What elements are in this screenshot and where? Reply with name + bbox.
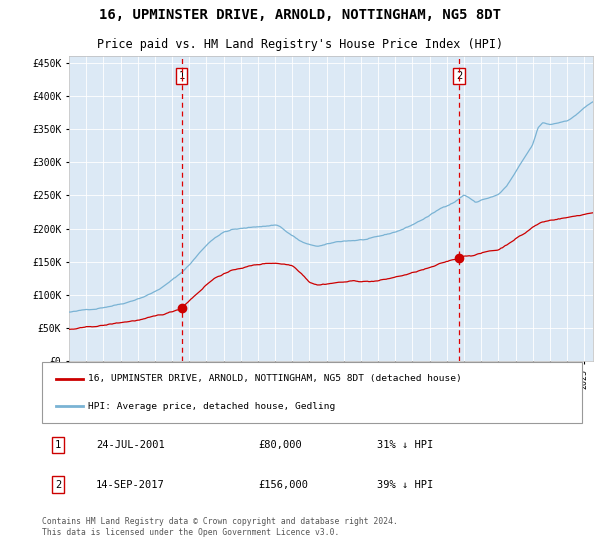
Text: 2: 2: [55, 479, 61, 489]
Text: 16, UPMINSTER DRIVE, ARNOLD, NOTTINGHAM, NG5 8DT: 16, UPMINSTER DRIVE, ARNOLD, NOTTINGHAM,…: [99, 8, 501, 22]
Text: 1: 1: [55, 440, 61, 450]
Text: Contains HM Land Registry data © Crown copyright and database right 2024.
This d: Contains HM Land Registry data © Crown c…: [42, 517, 398, 536]
Text: £80,000: £80,000: [258, 440, 302, 450]
Text: HPI: Average price, detached house, Gedling: HPI: Average price, detached house, Gedl…: [88, 402, 335, 411]
Text: 16, UPMINSTER DRIVE, ARNOLD, NOTTINGHAM, NG5 8DT (detached house): 16, UPMINSTER DRIVE, ARNOLD, NOTTINGHAM,…: [88, 374, 461, 383]
Text: Price paid vs. HM Land Registry's House Price Index (HPI): Price paid vs. HM Land Registry's House …: [97, 38, 503, 52]
Text: 14-SEP-2017: 14-SEP-2017: [96, 479, 165, 489]
Text: 2: 2: [456, 71, 462, 81]
Text: 31% ↓ HPI: 31% ↓ HPI: [377, 440, 433, 450]
Text: 24-JUL-2001: 24-JUL-2001: [96, 440, 165, 450]
Text: £156,000: £156,000: [258, 479, 308, 489]
Text: 39% ↓ HPI: 39% ↓ HPI: [377, 479, 433, 489]
Text: 1: 1: [179, 71, 185, 81]
FancyBboxPatch shape: [42, 362, 582, 423]
